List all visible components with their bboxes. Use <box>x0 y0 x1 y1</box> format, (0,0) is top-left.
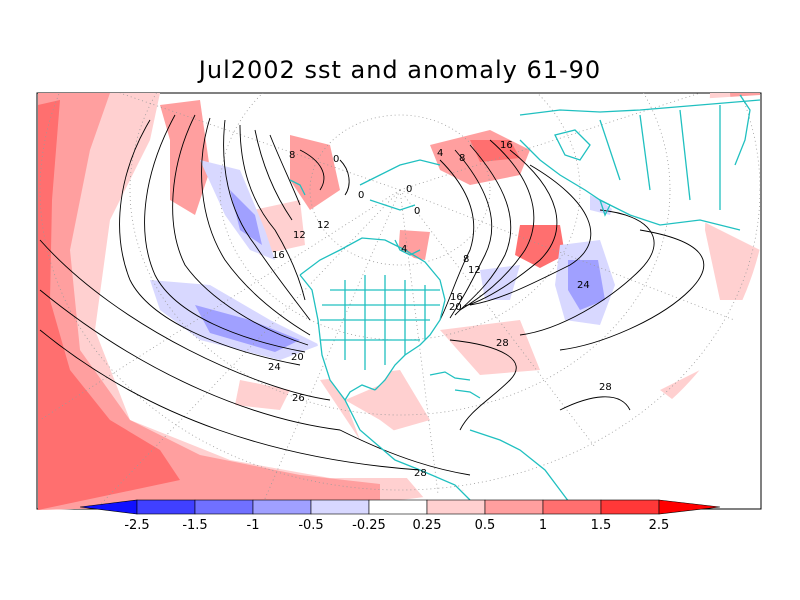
colorbar-label: 1 <box>539 518 547 533</box>
colorbar-cell <box>426 499 486 515</box>
contour-label: 24 <box>577 280 590 291</box>
colorbar-label: 2.5 <box>649 518 670 533</box>
contour-label: 0 <box>406 184 412 195</box>
contour-labels: 8 0 0 12 16 12 20 24 26 4 8 16 0 0 4 8 1… <box>268 140 612 479</box>
colorbar-cell <box>136 499 196 515</box>
colorbar-label: 0.25 <box>413 518 442 533</box>
contour-label: 16 <box>500 140 513 151</box>
colorbar-label: -1.5 <box>182 518 207 533</box>
colorbar-cell <box>252 499 312 515</box>
contour-label: 16 <box>272 250 285 261</box>
contour-label: 26 <box>292 393 305 404</box>
colorbar-label: -0.5 <box>298 518 323 533</box>
colorbar: -2.5 -1.5 -1 -0.5 -0.25 0.25 0.5 1 1.5 2… <box>79 499 721 533</box>
contour-label: 28 <box>496 338 509 349</box>
colorbar-cell <box>658 499 721 515</box>
contour-label: 20 <box>449 302 462 313</box>
colorbar-cell <box>542 499 602 515</box>
contour-label: 28 <box>599 382 612 393</box>
land-mask <box>300 95 760 510</box>
colorbar-cell <box>484 499 544 515</box>
colorbar-cell <box>310 499 370 515</box>
contour-label: 4 <box>437 148 443 159</box>
contour-label: 12 <box>468 265 481 276</box>
colorbar-cell <box>194 499 254 515</box>
contour-label: 0 <box>333 154 339 165</box>
contour-label: 12 <box>317 220 330 231</box>
colorbar-label: 0.5 <box>475 518 496 533</box>
colorbar-label: -0.25 <box>352 518 386 533</box>
contour-label: 0 <box>414 206 420 217</box>
contour-label: 24 <box>268 362 281 373</box>
colorbar-cell <box>368 499 428 515</box>
colorbar-label: -1 <box>247 518 260 533</box>
contour-label: 28 <box>414 468 427 479</box>
colorbar-cell <box>600 499 660 515</box>
map-title: Jul2002 sst and anomaly 61-90 <box>198 56 602 84</box>
sst-contours <box>39 114 705 476</box>
coastlines <box>289 94 761 511</box>
contour-label: 16 <box>450 292 463 303</box>
contour-label: 4 <box>401 244 407 255</box>
contour-label: 8 <box>459 153 465 164</box>
colorbar-label: -2.5 <box>124 518 149 533</box>
contour-label: 12 <box>293 230 306 241</box>
contour-label: 8 <box>463 254 469 265</box>
colorbar-label: 1.5 <box>591 518 612 533</box>
contour-label: 8 <box>289 150 295 161</box>
graticule <box>39 93 760 510</box>
contour-label: 20 <box>291 352 304 363</box>
contour-label: 0 <box>358 190 364 201</box>
